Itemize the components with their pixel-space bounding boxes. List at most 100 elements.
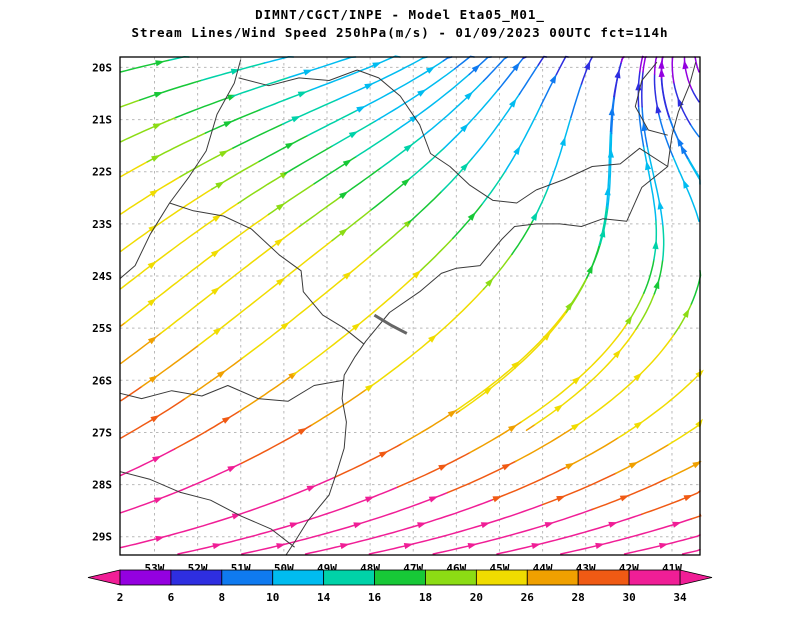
streamline (673, 82, 692, 126)
streamline (443, 88, 499, 150)
streamline (641, 106, 649, 148)
streamline (179, 147, 234, 178)
streamline (281, 98, 339, 125)
plot-frame (119, 56, 701, 556)
streamline (532, 187, 549, 222)
streamline (660, 77, 671, 118)
lat-label: 23S (92, 218, 112, 231)
streamline (615, 443, 670, 475)
streamline (397, 73, 471, 130)
streamline (204, 108, 262, 134)
streamline (313, 155, 357, 185)
streamline (520, 323, 628, 423)
streamline (665, 460, 701, 480)
streamline (617, 368, 702, 439)
streamlines (120, 55, 704, 555)
streamline (288, 56, 357, 79)
streamline (541, 472, 617, 506)
colorbar-segment (425, 569, 477, 586)
streamline (635, 293, 656, 330)
streamline (240, 424, 313, 465)
colorbar: 2 6 8 10 14 16 18 20 26 28 30 34 (87, 569, 713, 604)
grid-lines (120, 57, 700, 555)
streamline (642, 145, 657, 221)
streamline (599, 207, 609, 244)
streamline (310, 389, 367, 426)
streamline (140, 344, 200, 388)
colorbar-label: 8 (219, 591, 226, 604)
lat-label: 21S (92, 114, 112, 127)
streamline (409, 147, 445, 179)
streamline (491, 466, 567, 501)
streamline (681, 548, 701, 555)
lat-label: 20S (92, 61, 112, 74)
streamline (653, 56, 658, 75)
streamline (365, 288, 485, 391)
streamline (540, 73, 558, 107)
streamline (668, 116, 689, 159)
streamline (307, 109, 358, 137)
streamline (518, 64, 540, 96)
streamline (292, 269, 422, 376)
colorbar-label: 20 (470, 591, 483, 604)
streamline (440, 157, 473, 193)
streamline (258, 134, 309, 163)
streamline (525, 423, 536, 431)
streamline (400, 409, 458, 445)
streamline (497, 57, 524, 91)
coastline (285, 62, 697, 556)
border-sp-mg (238, 69, 537, 204)
colorbar-label: 2 (117, 591, 124, 604)
colorbar-label: 30 (622, 591, 635, 604)
colorbar-segment (119, 569, 172, 586)
streamline (175, 95, 233, 119)
colorbar-segment (374, 569, 426, 586)
streamline (197, 239, 333, 347)
lat-label: 26S (92, 374, 112, 387)
streamline (653, 73, 660, 115)
streamline (139, 79, 203, 101)
streamline (555, 55, 569, 76)
streamline (374, 68, 456, 122)
colorbar-label: 10 (266, 591, 279, 604)
border-es-mg (634, 61, 668, 136)
border-sc-rs (119, 471, 295, 548)
border-rj-mg (535, 147, 668, 191)
streamline (689, 123, 700, 138)
streamline (120, 398, 186, 439)
streamline (120, 332, 162, 365)
chart-subtitle: Stream Lines/Wind Speed 250hPa(m/s) - 01… (131, 25, 669, 40)
streamline (120, 462, 242, 514)
streamline (419, 80, 485, 139)
streamline (120, 175, 182, 215)
colorbar-segment (272, 569, 325, 586)
streamline (641, 71, 644, 108)
streamline (534, 328, 637, 426)
streamline (511, 219, 534, 256)
streamline (591, 478, 667, 511)
streamline (124, 213, 270, 324)
streamline (586, 244, 600, 279)
streamline (120, 188, 213, 252)
border-pr-sc (119, 379, 344, 402)
lat-label: 24S (92, 270, 112, 283)
colorbar-left-arrow-icon (87, 569, 121, 586)
streamline (263, 56, 295, 64)
colorbar-label: 16 (368, 591, 382, 604)
streamline (565, 437, 619, 469)
streamline-arrow-icon (692, 461, 702, 469)
streamline (379, 137, 422, 169)
streamline (459, 311, 568, 412)
streamline (456, 308, 568, 411)
streamline (469, 421, 523, 454)
streamline (609, 95, 615, 133)
streamline (547, 116, 572, 190)
streamline (620, 56, 625, 63)
colorbar-segment (577, 569, 630, 586)
streamline (211, 160, 260, 190)
chart-title: DIMNT/CGCT/INPE - Model Eta05_M01_ (255, 7, 545, 22)
streamline (605, 130, 612, 207)
colorbar-label: 34 (673, 591, 687, 604)
streamline (580, 56, 594, 85)
streamline (471, 93, 521, 160)
